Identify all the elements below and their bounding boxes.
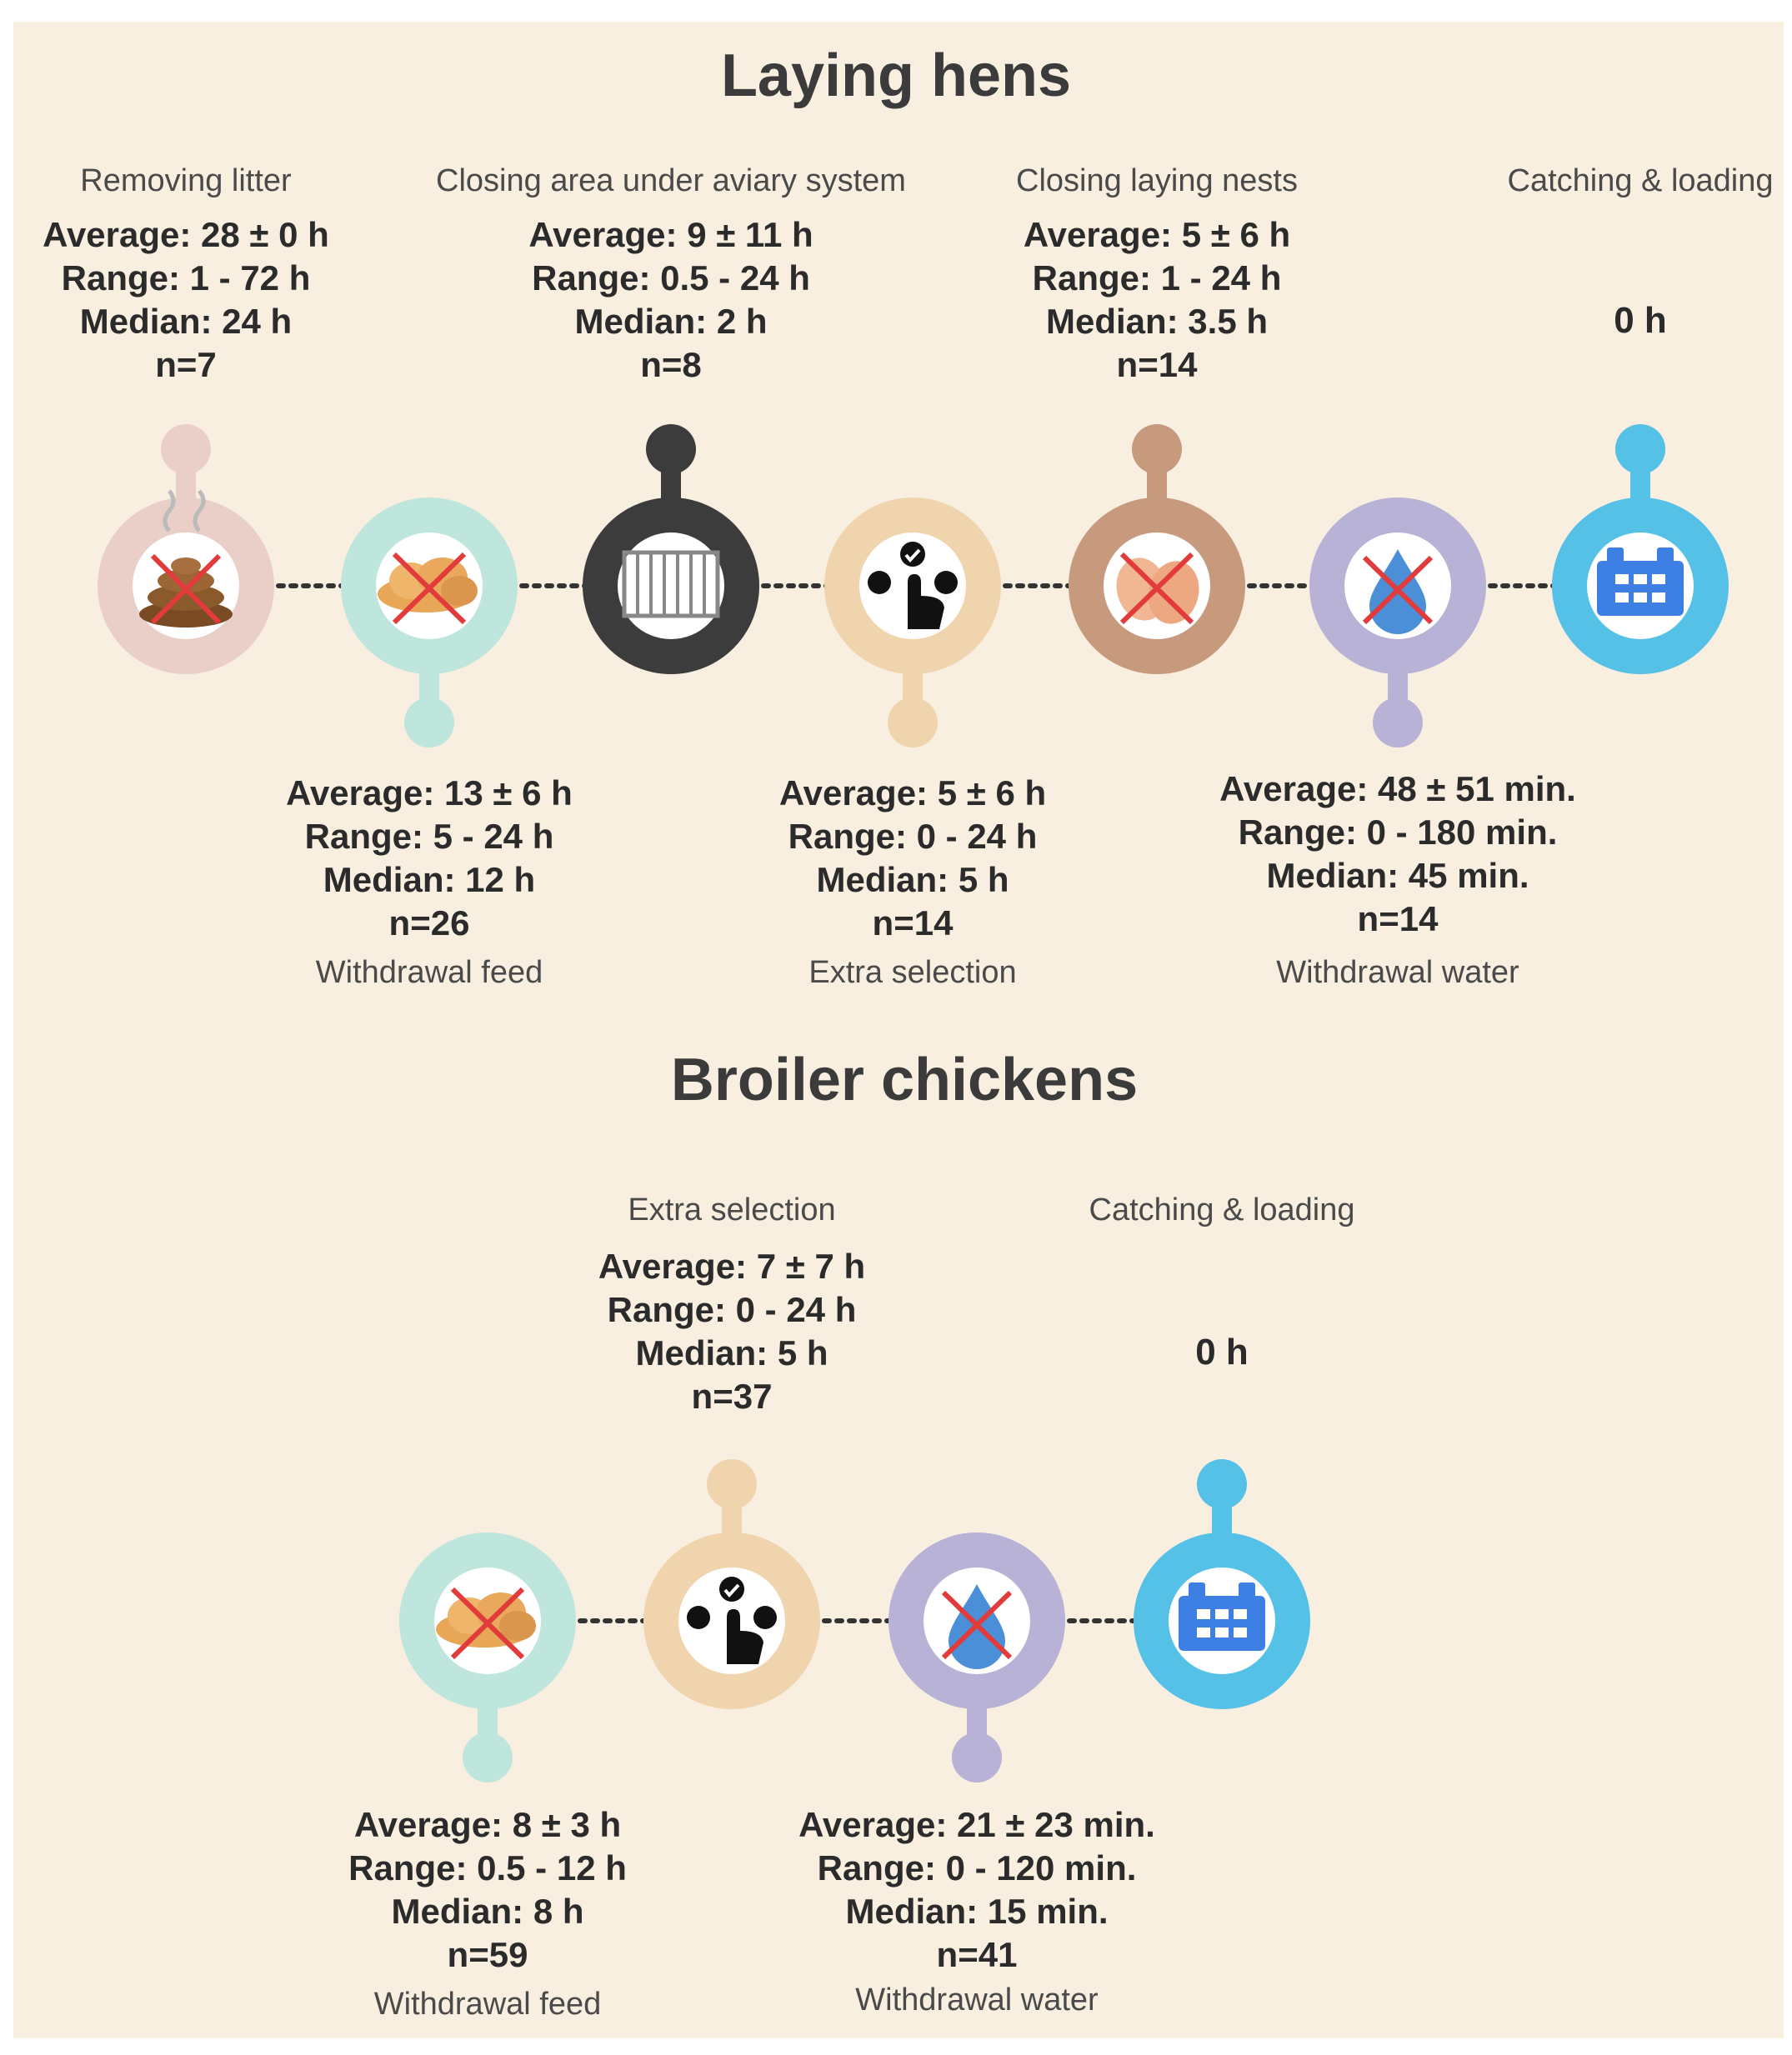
- stat-n: n=14: [872, 903, 954, 942]
- broilers-title: Broiler chickens: [670, 1047, 1139, 1113]
- node-knob: [404, 698, 454, 748]
- step-stats: Average: 7 ± 7 h Range: 0 - 24 h Median: 5…: [440, 1245, 1024, 1418]
- step-duration: 0 h: [1195, 1332, 1249, 1372]
- stat-median: Median: 24 h: [79, 302, 293, 341]
- step-label: Withdrawal water: [1276, 955, 1519, 990]
- stat-range: Range: 0 - 24 h: [788, 817, 1038, 856]
- stat-range: Range: 5 - 24 h: [304, 817, 554, 856]
- stat-avg: Average: 48 ± 51 min.: [1219, 769, 1576, 808]
- stat-range: Range: 0 - 180 min.: [1238, 812, 1558, 852]
- stat-n: n=8: [640, 345, 702, 384]
- node-knob: [888, 698, 938, 748]
- step-stats: Average: 5 ± 6 h Range: 1 - 24 h Median: 3…: [865, 213, 1449, 387]
- node-knob: [1615, 424, 1665, 474]
- stat-avg: Average: 9 ± 11 h: [528, 215, 813, 254]
- stat-range: Range: 0 - 24 h: [607, 1290, 857, 1329]
- step-stats: Average: 9 ± 11 h Range: 0.5 - 24 h Median…: [379, 213, 963, 387]
- step-stats: Average: 13 ± 6 h Range: 5 - 24 h Median: …: [138, 772, 721, 945]
- step-label: Withdrawal feed: [373, 1987, 602, 2022]
- step-label: Catching & loading: [1089, 1192, 1355, 1228]
- stat-avg: Average: 7 ± 7 h: [598, 1247, 866, 1286]
- stat-median: Median: 5 h: [816, 860, 1009, 899]
- stat-n: n=59: [447, 1935, 528, 1974]
- step-label: Closing laying nests: [1016, 163, 1298, 198]
- node-knob: [1197, 1459, 1247, 1509]
- stat-avg: Average: 5 ± 6 h: [1023, 215, 1291, 254]
- node-knob: [463, 1732, 513, 1782]
- stat-median: Median: 5 h: [635, 1333, 828, 1372]
- step-stats: Average: 5 ± 6 h Range: 0 - 24 h Median: 5…: [621, 772, 1204, 945]
- node-knob: [161, 424, 211, 474]
- node-knob: [646, 424, 696, 474]
- step-label: Removing litter: [80, 163, 292, 198]
- step-node: [341, 498, 518, 748]
- node-knob: [707, 1459, 757, 1509]
- step-stats: Average: 21 ± 23 min. Range: 0 - 120 min.…: [685, 1803, 1269, 1977]
- stat-avg: Average: 21 ± 23 min.: [798, 1805, 1155, 1844]
- stat-median: Median: 15 min.: [845, 1892, 1109, 1931]
- stat-avg: Average: 5 ± 6 h: [778, 773, 1047, 812]
- stat-median: Median: 3.5 h: [1045, 302, 1269, 341]
- stat-n: n=26: [388, 903, 470, 942]
- step-node: [824, 498, 1001, 748]
- step-node: [888, 1532, 1065, 1782]
- stat-avg: Average: 8 ± 3 h: [353, 1805, 622, 1844]
- stat-n: n=7: [155, 345, 217, 384]
- stat-avg: Average: 28 ± 0 h: [43, 215, 329, 254]
- infographic-canvas: [13, 22, 1784, 2038]
- stat-range: Range: 1 - 72 h: [61, 258, 311, 298]
- step-node: [583, 424, 759, 674]
- step-node: [399, 1532, 576, 1782]
- stat-median: Median: 12 h: [323, 860, 536, 899]
- step-stats: Average: 28 ± 0 h Range: 1 - 72 h Median: …: [0, 213, 478, 387]
- step-node: [643, 1459, 820, 1709]
- step-node: [1309, 498, 1486, 748]
- stat-n: n=14: [1116, 345, 1198, 384]
- step-node: [1069, 424, 1245, 674]
- stat-n: n=37: [691, 1377, 773, 1416]
- hens-title: Laying hens: [720, 42, 1072, 109]
- step-node: [1552, 424, 1729, 674]
- stat-range: Range: 0 - 120 min.: [817, 1848, 1137, 1888]
- stat-n: n=41: [936, 1935, 1018, 1974]
- stat-avg: Average: 13 ± 6 h: [286, 773, 573, 812]
- node-knob: [952, 1732, 1002, 1782]
- stat-range: Range: 1 - 24 h: [1032, 258, 1282, 298]
- stat-median: Median: 8 h: [391, 1892, 584, 1931]
- step-label: Extra selection: [628, 1192, 836, 1228]
- step-label: Withdrawal water: [855, 1982, 1099, 2018]
- step-node: [98, 424, 274, 674]
- step-stats: Average: 8 ± 3 h Range: 0.5 - 12 h Median:…: [196, 1803, 779, 1977]
- step-stats: Average: 48 ± 51 min. Range: 0 - 180 min.…: [1106, 768, 1689, 941]
- step-label: Closing area under aviary system: [436, 163, 906, 198]
- stat-range: Range: 0.5 - 12 h: [348, 1848, 627, 1888]
- step-label: Extra selection: [808, 955, 1017, 990]
- step-node: [1134, 1459, 1310, 1709]
- step-duration: 0 h: [1614, 300, 1667, 341]
- step-label: Catching & loading: [1507, 163, 1774, 198]
- stat-median: Median: 2 h: [574, 302, 768, 341]
- stat-median: Median: 45 min.: [1266, 856, 1529, 895]
- step-label: Withdrawal feed: [315, 955, 543, 990]
- node-knob: [1373, 698, 1423, 748]
- node-knob: [1132, 424, 1182, 474]
- node-inner: [618, 532, 724, 639]
- stat-n: n=14: [1357, 899, 1439, 938]
- stat-range: Range: 0.5 - 24 h: [532, 258, 810, 298]
